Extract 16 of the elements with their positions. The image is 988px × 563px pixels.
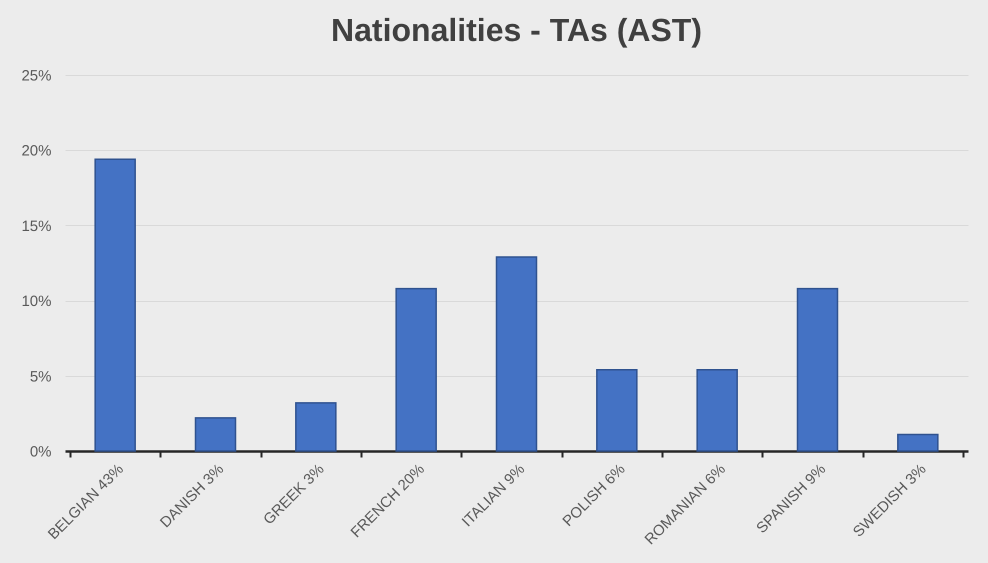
y-tick-label: 0% [30,444,52,460]
chart-title: Nationalities - TAs (AST) [331,12,702,48]
y-tick-label: 20% [21,142,52,160]
y-tick-label: 25% [21,68,52,84]
y-tick-label: 10% [21,293,52,310]
bar [897,434,939,452]
bar [696,369,738,452]
bar [395,288,437,452]
y-tick-label: 15% [21,218,52,235]
bar [295,402,337,452]
bar [94,158,136,452]
bar [496,256,538,452]
bar [194,417,236,452]
bar [596,369,638,452]
y-tick-label: 5% [30,368,52,386]
bar [796,288,838,452]
